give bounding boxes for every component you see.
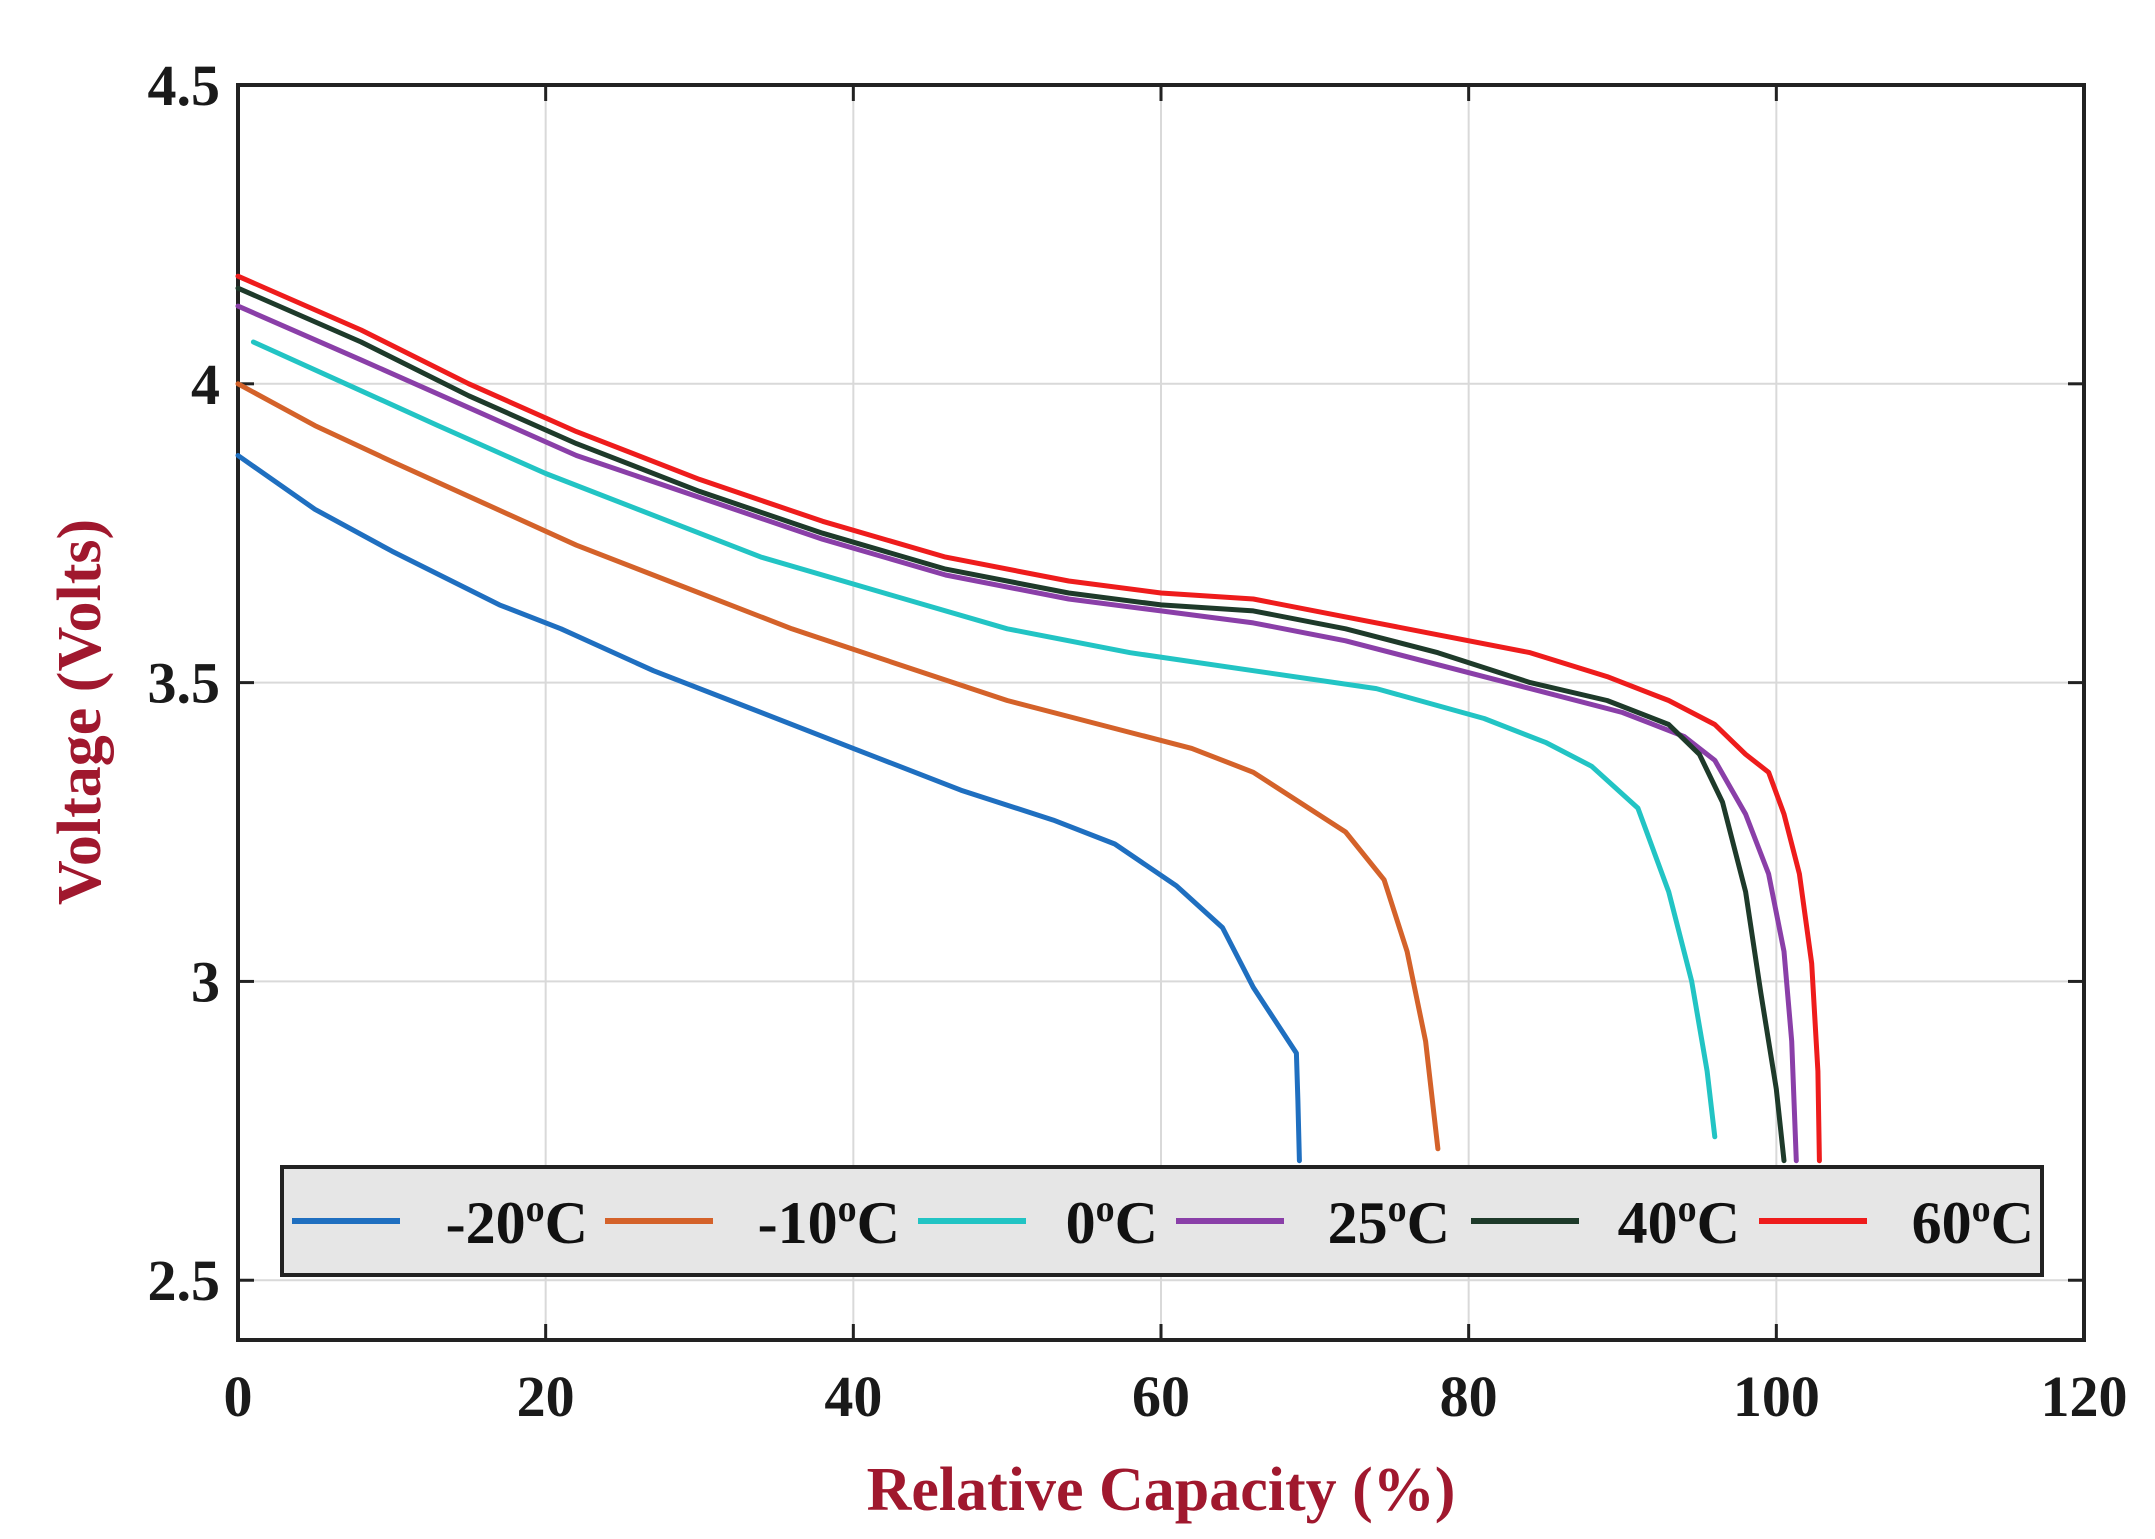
y-tick-label: 4	[191, 352, 220, 417]
legend-label: -20oC	[446, 1188, 588, 1256]
series-line-60C	[235, 273, 1822, 1164]
y-tick-label: 3.5	[148, 651, 221, 716]
legend-label: 25oC	[1328, 1188, 1450, 1256]
legend-label: 0oC	[1066, 1188, 1158, 1256]
x-tick-label: 20	[517, 1364, 575, 1429]
x-tick-label: 80	[1440, 1364, 1498, 1429]
y-tick-labels: 2.5 3 3.5 4 4.5	[148, 53, 221, 1313]
x-axis-label: Relative Capacity (%)	[867, 1456, 1456, 1524]
series-line-40C	[235, 285, 1787, 1164]
y-tick-label: 3	[191, 949, 220, 1014]
legend-label: -10oC	[758, 1188, 900, 1256]
legend: -20oC -10oC 0oC 25oC 40oC 60oC	[280, 1165, 2044, 1277]
series-line-0C	[250, 339, 1718, 1140]
x-tick-label: 60	[1132, 1364, 1190, 1429]
y-tick-label: 4.5	[148, 53, 221, 118]
y-axis-label: Voltage (Volts)	[46, 519, 114, 905]
legend-entries: -20oC -10oC 0oC 25oC 40oC 60oC	[292, 1188, 2034, 1256]
legend-label: 60oC	[1912, 1188, 2034, 1256]
series-line--20C	[235, 453, 1302, 1164]
series-lines	[235, 273, 1822, 1164]
legend-label: 40oC	[1618, 1188, 1740, 1256]
y-tick-label: 2.5	[148, 1248, 221, 1313]
x-tick-label: 0	[224, 1364, 253, 1429]
series-line-25C	[235, 303, 1799, 1164]
x-tick-label: 100	[1733, 1364, 1820, 1429]
x-tick-labels: 0 20 40 60 80 100 120	[224, 1364, 2128, 1429]
x-tick-label: 120	[2041, 1364, 2128, 1429]
series-line--10C	[235, 381, 1441, 1152]
x-tick-label: 40	[824, 1364, 882, 1429]
legend-box	[280, 1165, 2044, 1277]
axis-ticks	[236, 83, 2086, 1340]
grid-lines	[237, 84, 2085, 1340]
